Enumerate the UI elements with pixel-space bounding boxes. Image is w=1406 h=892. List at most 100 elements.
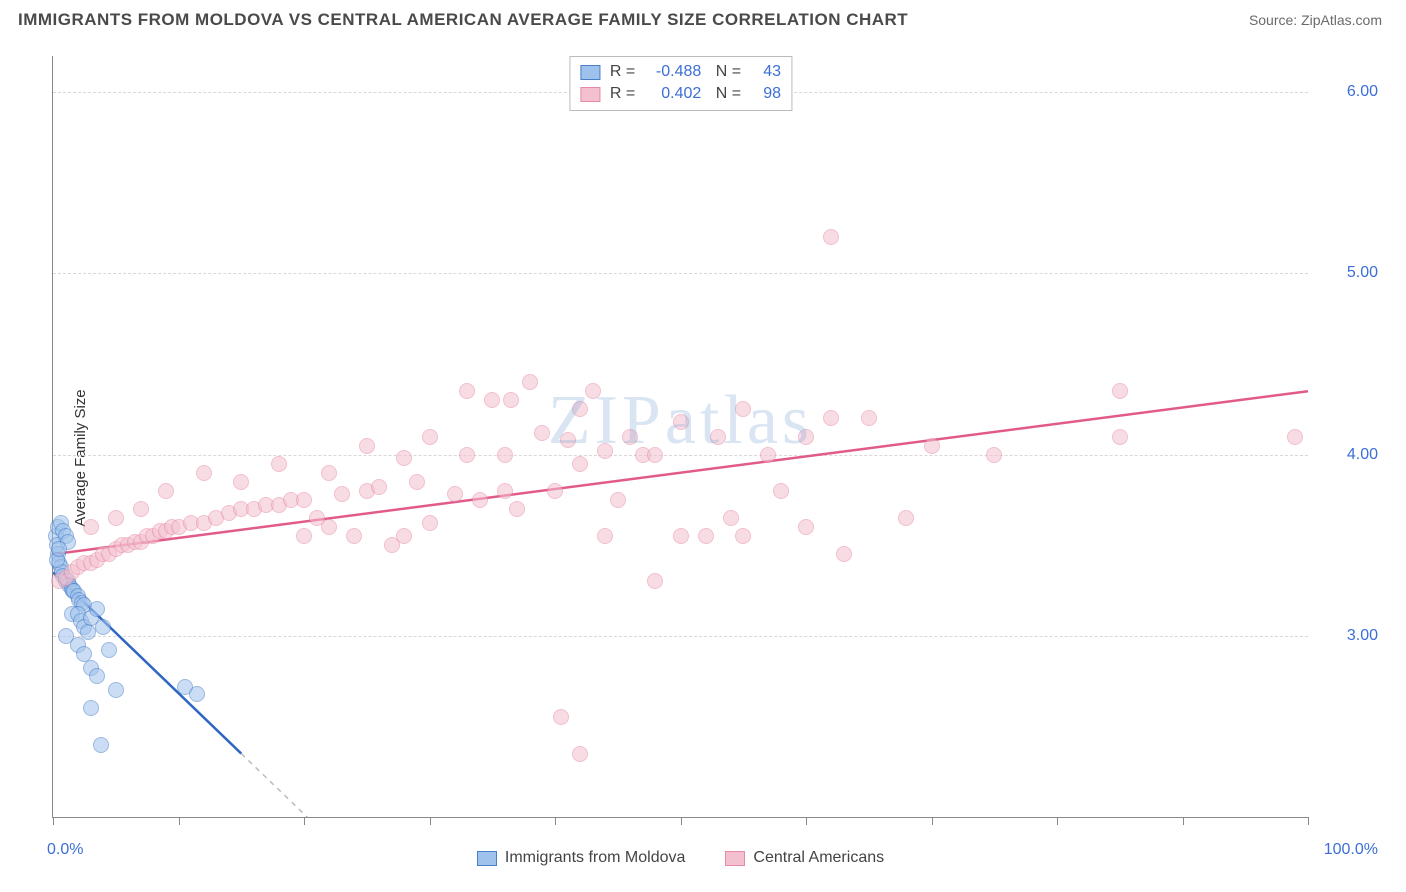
data-point xyxy=(472,492,488,508)
data-point xyxy=(271,456,287,472)
data-point xyxy=(497,447,513,463)
data-point xyxy=(673,414,689,430)
stat-r-value-1: -0.488 xyxy=(645,61,701,83)
data-point xyxy=(823,229,839,245)
data-point xyxy=(321,465,337,481)
x-tick xyxy=(53,817,54,825)
legend-label-2: Central Americans xyxy=(753,849,884,867)
data-point xyxy=(422,429,438,445)
data-point xyxy=(572,746,588,762)
data-point xyxy=(553,709,569,725)
x-tick xyxy=(430,817,431,825)
chart-title: IMMIGRANTS FROM MOLDOVA VS CENTRAL AMERI… xyxy=(18,10,908,30)
data-point xyxy=(346,528,362,544)
data-point xyxy=(503,392,519,408)
data-point xyxy=(622,429,638,445)
data-point xyxy=(83,700,99,716)
data-point xyxy=(647,573,663,589)
data-point xyxy=(1112,383,1128,399)
data-point xyxy=(647,447,663,463)
data-point xyxy=(735,401,751,417)
data-point xyxy=(89,668,105,684)
swatch-series-1 xyxy=(580,65,600,80)
scatter-plot: ZIPatlas R = -0.488 N = 43 R = 0.402 N =… xyxy=(52,56,1308,818)
data-point xyxy=(93,737,109,753)
data-point xyxy=(1287,429,1303,445)
data-point xyxy=(585,383,601,399)
x-tick xyxy=(304,817,305,825)
x-tick xyxy=(681,817,682,825)
data-point xyxy=(396,450,412,466)
legend-stats-row-2: R = 0.402 N = 98 xyxy=(580,83,781,105)
y-tick-label: 3.00 xyxy=(1318,627,1378,645)
y-tick-label: 5.00 xyxy=(1318,264,1378,282)
data-point xyxy=(409,474,425,490)
data-point xyxy=(334,486,350,502)
stat-r-value-2: 0.402 xyxy=(645,83,701,105)
data-point xyxy=(572,401,588,417)
data-point xyxy=(133,501,149,517)
data-point xyxy=(735,528,751,544)
data-point xyxy=(710,429,726,445)
x-tick xyxy=(1183,817,1184,825)
data-point xyxy=(861,410,877,426)
data-point xyxy=(459,383,475,399)
data-point xyxy=(497,483,513,499)
legend-stats-row-1: R = -0.488 N = 43 xyxy=(580,61,781,83)
chart-container: Average Family Size ZIPatlas R = -0.488 … xyxy=(18,42,1388,874)
data-point xyxy=(371,479,387,495)
gridline-h xyxy=(53,273,1308,274)
stat-r-label: R = xyxy=(610,83,635,105)
swatch-series-2 xyxy=(725,851,745,866)
data-point xyxy=(484,392,500,408)
legend-stats-box: R = -0.488 N = 43 R = 0.402 N = 98 xyxy=(569,56,792,111)
data-point xyxy=(836,546,852,562)
data-point xyxy=(986,447,1002,463)
bottom-legend: Immigrants from Moldova Central American… xyxy=(53,849,1308,867)
y-tick-label: 6.00 xyxy=(1318,83,1378,101)
data-point xyxy=(83,519,99,535)
data-point xyxy=(196,465,212,481)
data-point xyxy=(321,519,337,535)
legend-item-2: Central Americans xyxy=(725,849,884,867)
stat-r-label: R = xyxy=(610,61,635,83)
data-point xyxy=(560,432,576,448)
x-tick xyxy=(1057,817,1058,825)
swatch-series-1 xyxy=(477,851,497,866)
data-point xyxy=(610,492,626,508)
data-point xyxy=(459,447,475,463)
data-point xyxy=(108,682,124,698)
data-point xyxy=(101,642,117,658)
gridline-h xyxy=(53,636,1308,637)
legend-item-1: Immigrants from Moldova xyxy=(477,849,686,867)
data-point xyxy=(760,447,776,463)
data-point xyxy=(359,438,375,454)
data-point xyxy=(509,501,525,517)
y-tick-label: 4.00 xyxy=(1318,446,1378,464)
data-point xyxy=(673,528,689,544)
data-point xyxy=(597,528,613,544)
x-tick xyxy=(555,817,556,825)
data-point xyxy=(597,443,613,459)
data-point xyxy=(572,456,588,472)
data-point xyxy=(189,686,205,702)
x-axis-label-right: 100.0% xyxy=(1324,841,1378,859)
swatch-series-2 xyxy=(580,87,600,102)
data-point xyxy=(158,483,174,499)
source-label: Source: ZipAtlas.com xyxy=(1249,12,1382,28)
data-point xyxy=(924,438,940,454)
data-point xyxy=(296,528,312,544)
data-point xyxy=(522,374,538,390)
x-tick xyxy=(179,817,180,825)
data-point xyxy=(89,601,105,617)
data-point xyxy=(698,528,714,544)
data-point xyxy=(396,528,412,544)
legend-label-1: Immigrants from Moldova xyxy=(505,849,686,867)
data-point xyxy=(898,510,914,526)
data-point xyxy=(773,483,789,499)
data-point xyxy=(534,425,550,441)
data-point xyxy=(51,541,67,557)
gridline-h xyxy=(53,455,1308,456)
data-point xyxy=(823,410,839,426)
stat-n-value-1: 43 xyxy=(751,61,781,83)
